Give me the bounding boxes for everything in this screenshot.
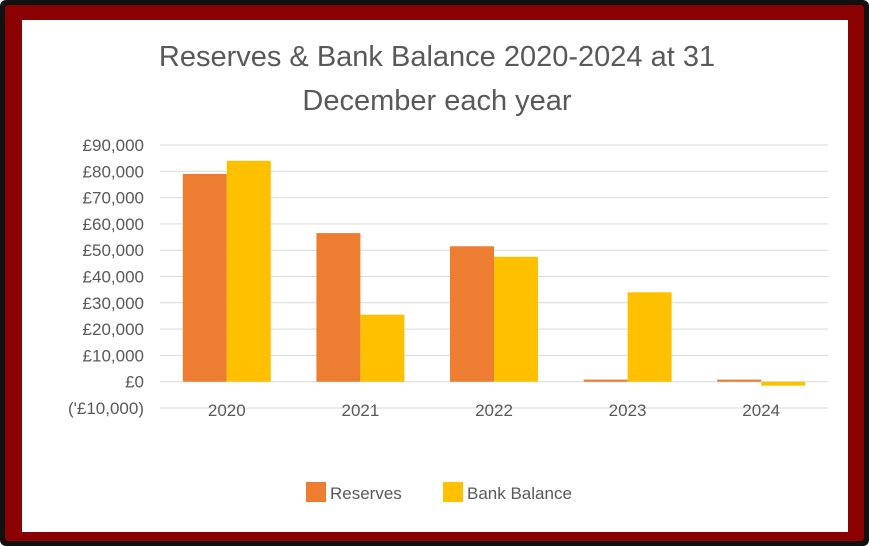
y-tick-label: £50,000 [83, 241, 144, 260]
bar-reserves-2020 [182, 173, 227, 382]
legend: Reserves Bank Balance [306, 482, 572, 503]
x-tick-label: 2020 [208, 401, 246, 420]
bar-reserves-2024 [717, 379, 762, 382]
x-tick-label: 2022 [475, 401, 513, 420]
y-tick-label: £30,000 [83, 294, 144, 313]
bar-reserves-2022 [450, 246, 494, 382]
y-tick-label: £70,000 [83, 189, 144, 208]
bar-reserves-2023 [583, 379, 628, 382]
y-tick-label: £90,000 [83, 136, 144, 155]
chart-title-line-2: December each year [302, 85, 572, 117]
chart-title-line-1: Reserves & Bank Balance 2020-2024 at 31 [159, 41, 715, 73]
legend-label: Bank Balance [467, 484, 572, 503]
y-tick-label: £20,000 [83, 320, 144, 339]
bar-bank-balance-2024 [761, 381, 806, 386]
x-tick-label: 2023 [609, 401, 647, 420]
y-tick-label: £0 [125, 373, 144, 392]
bars [182, 160, 806, 386]
legend-swatch-reserves [306, 482, 326, 502]
y-tick-label: £60,000 [83, 215, 144, 234]
y-tick-label: ('£10,000) [68, 399, 144, 418]
bar-bank-balance-2023 [627, 292, 672, 382]
bar-reserves-2021 [316, 233, 361, 382]
bar-bank-balance-2020 [226, 160, 271, 382]
legend-swatch-bank-balance [443, 482, 463, 502]
y-tick-label: £40,000 [83, 268, 144, 287]
bar-bank-balance-2022 [494, 256, 538, 382]
x-axis-tick-labels: 2020 2021 2022 2023 2024 [208, 401, 780, 420]
y-tick-label: £80,000 [83, 162, 144, 181]
bar-bank-balance-2021 [360, 314, 405, 382]
y-axis-tick-labels: ('£10,000) £0 £10,000 £20,000 £30,000 £40,000… [68, 136, 144, 418]
x-tick-label: 2021 [341, 401, 379, 420]
y-tick-label: £10,000 [83, 346, 144, 365]
x-tick-label: 2024 [742, 401, 780, 420]
legend-label: Reserves [330, 484, 402, 503]
